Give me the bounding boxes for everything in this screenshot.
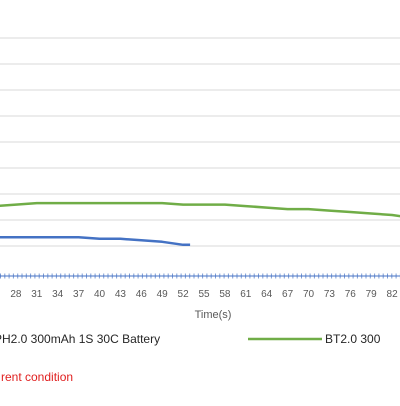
x-tick-label: 64 [261,289,273,300]
x-tick-label: 49 [157,289,169,300]
x-tick-label: 79 [366,289,378,300]
legend-label-ph20: PH2.0 300mAh 1S 30C Battery [0,332,160,346]
x-tick-label: 58 [219,289,231,300]
caption-note: rent condition [1,370,73,384]
series-line-1 [0,236,191,247]
x-tick-label: 67 [282,289,294,300]
x-tick-label: 82 [387,289,399,300]
x-tick-label: 31 [31,289,43,300]
x-tick-label: 76 [345,289,357,300]
series-lines [0,201,400,247]
grid-lines [0,37,400,247]
series-line-2 [0,201,400,218]
x-tick-labels: 28 31 34 37 40 43 46 49 52 55 58 61 64 67 70 73 76 79 82 [10,289,398,300]
x-tick-label: 37 [73,289,85,300]
x-tick-label: 28 [10,289,22,300]
x-tick-label: 34 [52,289,64,300]
legend-label-bt20: BT2.0 300 [325,332,381,346]
x-tick-label: 55 [198,289,210,300]
x-tick-label: 46 [136,289,148,300]
x-tick-label: 43 [115,289,127,300]
x-axis-title: Time(s) [195,309,232,321]
x-tick-label: 52 [178,289,190,300]
x-tick-label: 70 [303,289,315,300]
x-tick-label: 61 [240,289,252,300]
x-tick-label: 73 [324,289,336,300]
x-tick-label: 40 [94,289,106,300]
